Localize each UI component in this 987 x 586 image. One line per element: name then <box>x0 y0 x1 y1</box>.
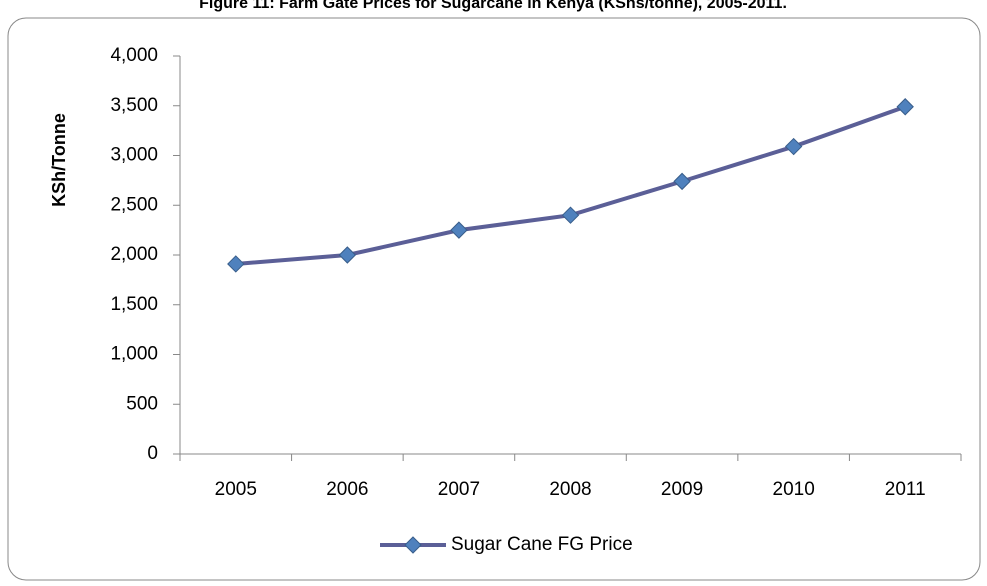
chart-title: Figure 11: Farm Gate Prices for Sugarcan… <box>199 0 787 12</box>
y-axis-label: KSh/Tonne <box>49 113 69 207</box>
data-marker <box>450 221 468 239</box>
legend-label: Sugar Cane FG Price <box>451 534 633 555</box>
data-marker <box>896 98 914 116</box>
y-tick-label: 2,500 <box>110 194 158 215</box>
y-tick-label: 1,500 <box>110 294 158 315</box>
x-tick-label: 2009 <box>661 479 703 500</box>
data-marker <box>227 255 245 273</box>
y-tick-label: 3,000 <box>110 145 158 166</box>
data-marker <box>561 206 580 224</box>
y-tick-label: 500 <box>126 393 158 414</box>
y-tick-label: 1,000 <box>110 344 158 365</box>
x-tick-label: 2005 <box>215 479 257 500</box>
x-tick-label: 2010 <box>773 479 815 500</box>
legend-marker <box>404 536 422 554</box>
x-tick-label: 2011 <box>885 479 926 500</box>
y-tick-label: 3,500 <box>110 95 158 116</box>
data-marker <box>673 172 691 191</box>
data-marker <box>338 246 357 264</box>
data-marker <box>784 137 803 156</box>
chart-frame <box>7 17 981 581</box>
x-tick-label: 2006 <box>326 479 368 500</box>
y-tick-label: 0 <box>147 443 158 464</box>
y-tick-label: 4,000 <box>110 45 158 66</box>
x-tick-label: 2007 <box>438 479 480 500</box>
y-tick-label: 2,000 <box>110 244 158 265</box>
x-tick-label: 2008 <box>549 479 591 500</box>
